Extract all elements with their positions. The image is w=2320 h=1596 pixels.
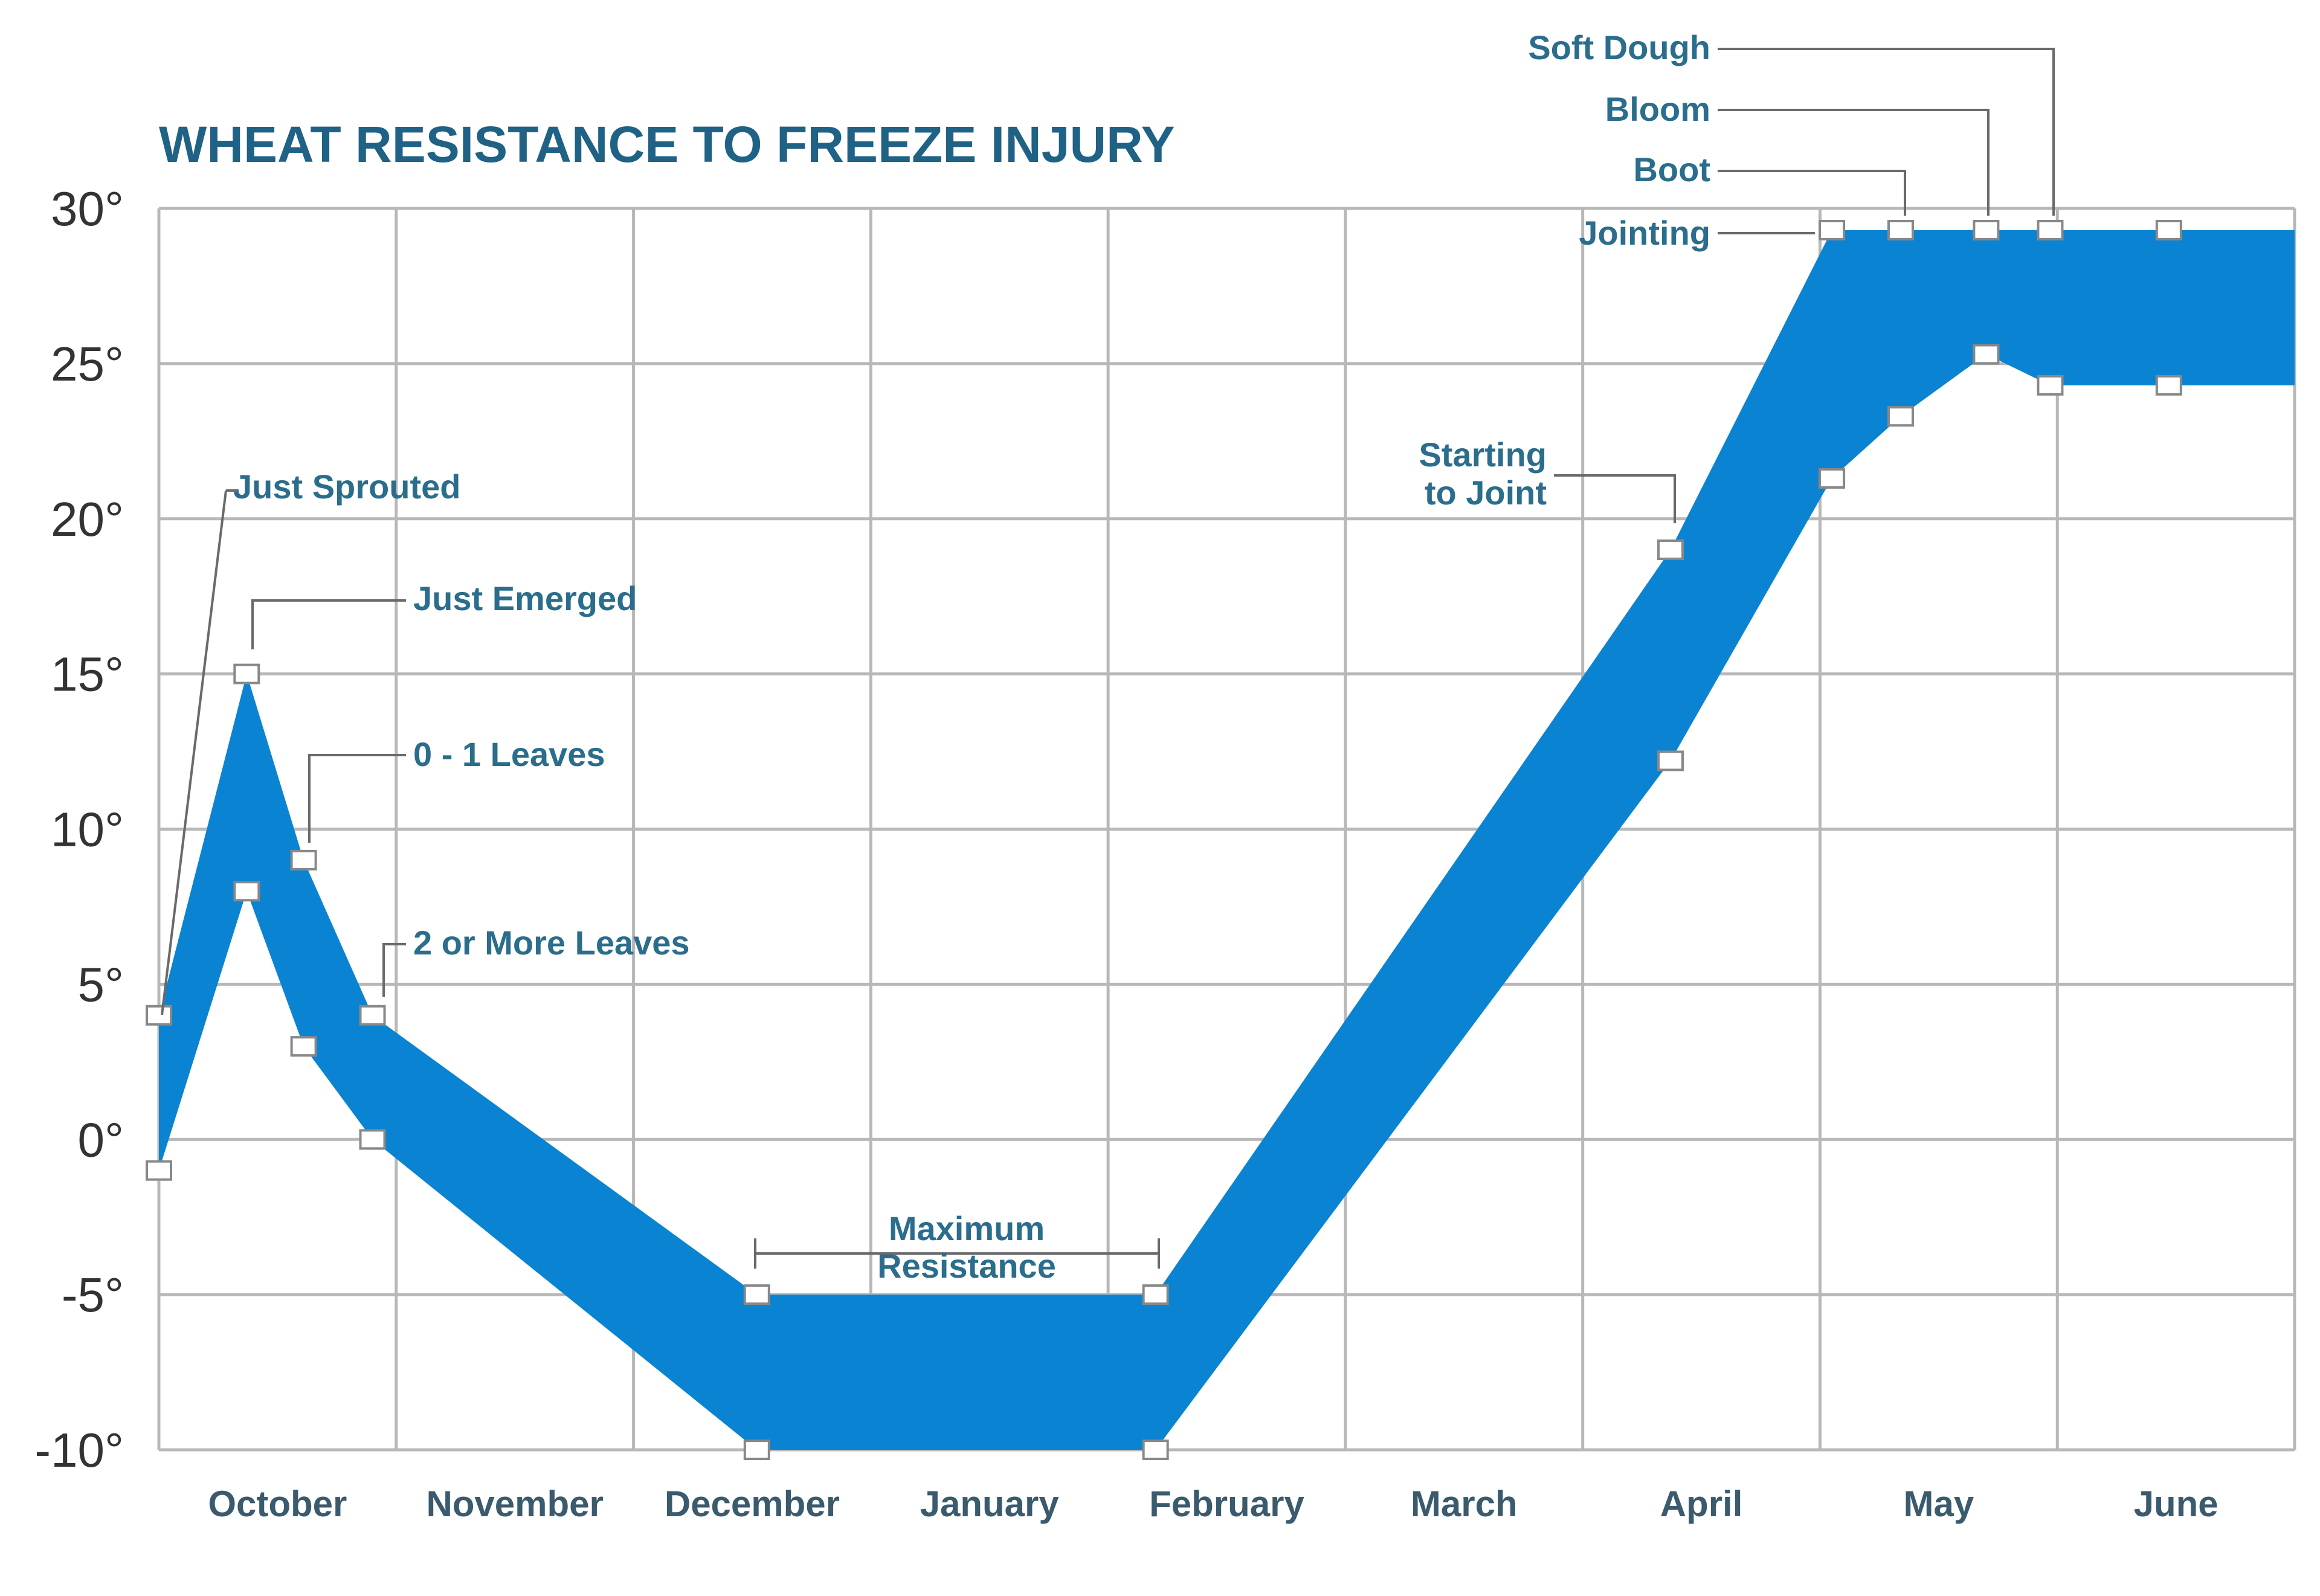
y-tick-label: 20° [51, 492, 124, 546]
lower-marker [233, 881, 260, 902]
chart-title: WHEAT RESISTANCE TO FREEZE INJURY [159, 116, 1175, 173]
lower-marker [1657, 750, 1684, 771]
annotation-label: Jointing [1579, 214, 1710, 252]
annotation-label: 2 or More Leaves [413, 924, 690, 962]
upper-marker [233, 663, 260, 684]
upper-marker [1142, 1284, 1169, 1305]
x-tick-label: October [208, 1484, 347, 1524]
upper-marker [1657, 539, 1684, 561]
upper-marker [743, 1284, 770, 1305]
y-tick-label: 15° [51, 648, 124, 701]
leader-line [1718, 109, 1990, 216]
annotations: Just Sprouted Just Emerged 0 - 1 Leaves 2 o… [233, 28, 1710, 1285]
annotation-label: Boot [1633, 150, 1710, 188]
annotation-label: Starting [1419, 436, 1547, 474]
y-tick-label: 5° [78, 957, 124, 1011]
leader-line [1554, 474, 1676, 523]
annotation-label: Bloom [1605, 90, 1710, 128]
annotation-label: Just Emerged [413, 579, 637, 617]
upper-marker [2155, 219, 2182, 240]
lower-marker [290, 1036, 317, 1057]
y-tick-label: -10° [34, 1423, 124, 1477]
leader-line [251, 599, 406, 649]
lower-marker [743, 1440, 770, 1460]
annotation-label: Soft Dough [1528, 28, 1710, 66]
leader-line [754, 1238, 1160, 1269]
upper-marker [146, 1005, 172, 1026]
x-tick-label: April [1660, 1484, 1743, 1524]
y-tick-label: -5° [62, 1268, 124, 1322]
x-tick-label: December [665, 1484, 840, 1524]
annotation-label: Just Sprouted [233, 468, 460, 506]
lower-marker [146, 1160, 172, 1181]
x-tick-label: May [1903, 1484, 1974, 1524]
x-tick-label: November [426, 1484, 603, 1524]
leader-lines [161, 48, 2055, 1269]
y-tick-label: 30° [51, 182, 124, 236]
leader-line [161, 489, 239, 1015]
resistance-band [159, 230, 2295, 1450]
x-tick-label: March [1411, 1484, 1518, 1524]
annotation-label: to Joint [1425, 474, 1547, 512]
leader-line [382, 943, 406, 997]
lower-marker [1819, 468, 1846, 489]
upper-marker [290, 849, 317, 870]
annotation-label: 0 - 1 Leaves [413, 735, 605, 773]
y-tick-label: 10° [51, 803, 124, 857]
upper-marker [1819, 219, 1846, 240]
upper-marker [1887, 219, 1914, 240]
band [159, 230, 2295, 1450]
lower-marker [2155, 375, 2182, 396]
y-axis-ticks: 30° 25° 20° 15° 10° 5° 0° -5° -10° [34, 182, 124, 1477]
leader-line [308, 754, 406, 843]
y-tick-label: 25° [51, 337, 124, 391]
lower-marker [1142, 1440, 1169, 1460]
leader-line [1718, 170, 1906, 216]
lower-marker [2037, 375, 2064, 396]
x-tick-label: February [1149, 1484, 1304, 1524]
x-tick-label: June [2134, 1484, 2218, 1524]
lower-marker [1887, 406, 1914, 427]
leader-line [1718, 48, 2055, 216]
upper-marker [1973, 219, 2000, 240]
y-tick-label: 0° [78, 1113, 124, 1166]
x-tick-label: January [920, 1484, 1060, 1524]
annotation-label: Maximum [889, 1209, 1045, 1247]
markers [146, 219, 2182, 1460]
lower-marker [359, 1129, 386, 1150]
x-axis-months: October November December January February Ma… [208, 1484, 2218, 1524]
annotation-label: Resistance [877, 1247, 1056, 1285]
upper-marker [2037, 219, 2064, 240]
upper-marker [359, 1005, 386, 1026]
lower-marker [1973, 344, 2000, 365]
